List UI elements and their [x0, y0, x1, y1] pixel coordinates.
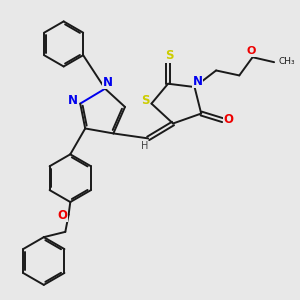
Text: O: O — [224, 113, 234, 126]
Text: CH₃: CH₃ — [278, 57, 295, 66]
Text: O: O — [58, 209, 68, 222]
Text: O: O — [247, 46, 256, 56]
Text: N: N — [68, 94, 78, 107]
Text: N: N — [103, 76, 113, 88]
Text: N: N — [193, 75, 203, 88]
Text: H: H — [140, 141, 148, 151]
Text: S: S — [166, 49, 174, 62]
Text: S: S — [141, 94, 150, 107]
